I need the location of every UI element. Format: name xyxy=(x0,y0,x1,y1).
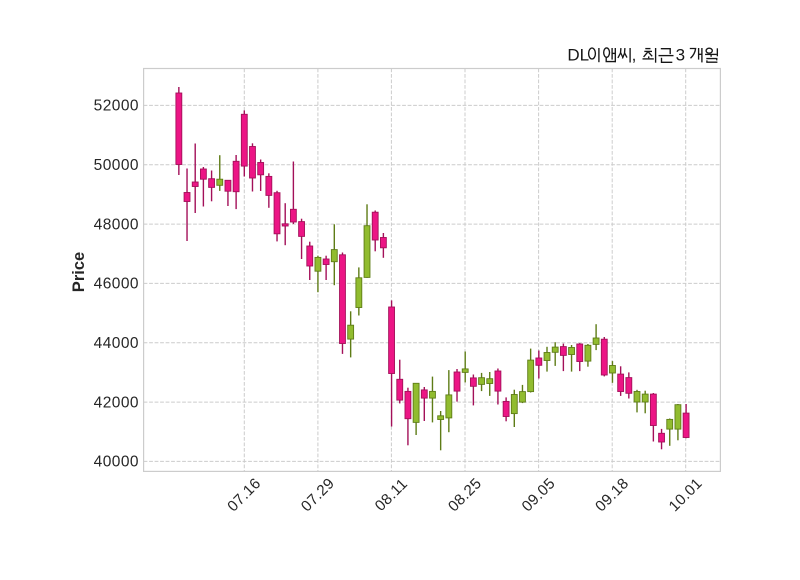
svg-text:50000: 50000 xyxy=(94,157,139,174)
svg-text:DL: DL xyxy=(567,46,589,65)
svg-text:3: 3 xyxy=(676,46,685,65)
svg-text:40000: 40000 xyxy=(94,454,139,471)
svg-text:44000: 44000 xyxy=(94,335,139,352)
svg-text:42000: 42000 xyxy=(94,394,139,411)
svg-text:Price: Price xyxy=(70,252,88,292)
svg-text:48000: 48000 xyxy=(94,216,139,233)
svg-text:,: , xyxy=(632,46,637,65)
svg-text:46000: 46000 xyxy=(94,276,139,293)
svg-text:52000: 52000 xyxy=(94,98,139,115)
